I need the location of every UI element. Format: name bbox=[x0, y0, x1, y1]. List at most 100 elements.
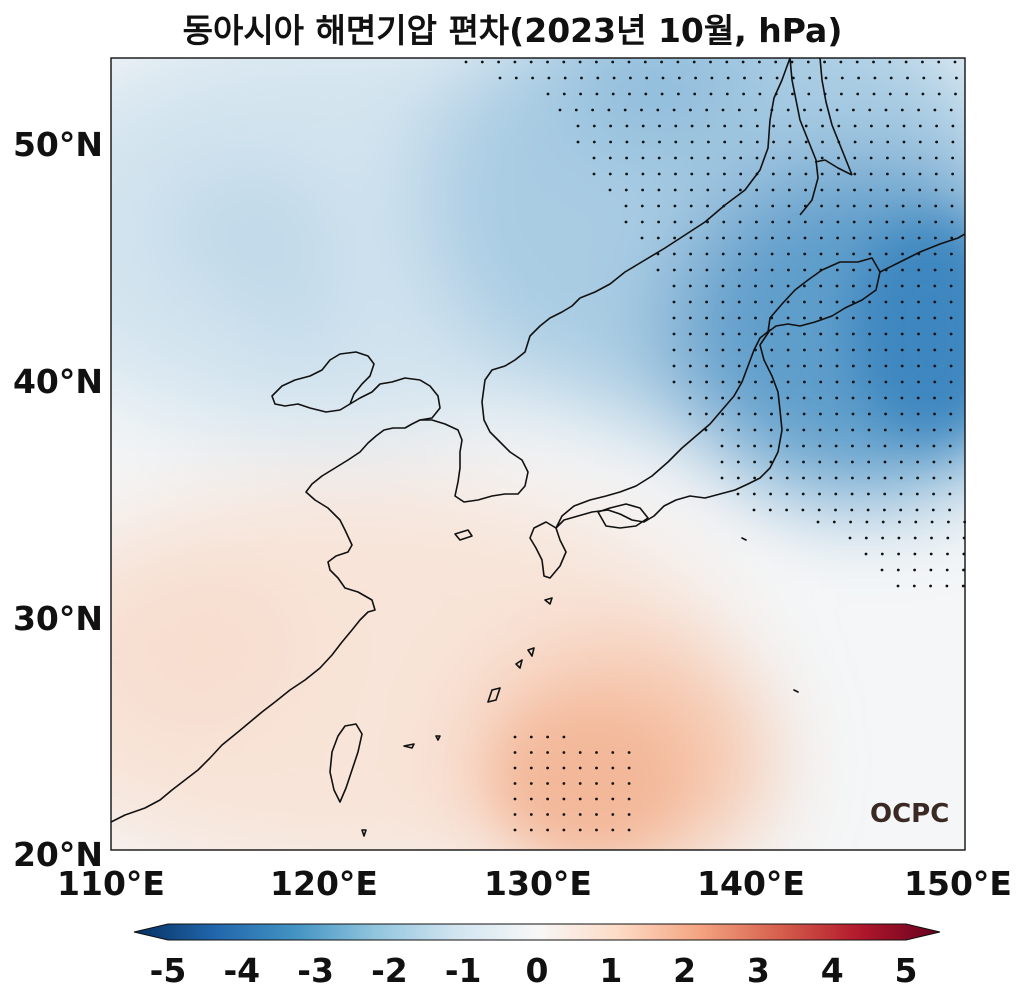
stipple-dot bbox=[819, 380, 823, 384]
x-axis: 110°E 120°E 130°E 140°E 150°E bbox=[57, 864, 1012, 903]
stipple-dot bbox=[803, 236, 807, 240]
stipple-dot bbox=[707, 140, 710, 144]
stipple-dot bbox=[706, 156, 710, 160]
stipple-dot bbox=[932, 428, 936, 432]
stipple-dot bbox=[596, 76, 600, 80]
stipple-dot bbox=[870, 124, 873, 128]
stipple-dot bbox=[755, 188, 759, 192]
stipple-dot bbox=[754, 236, 758, 240]
stipple-dot bbox=[868, 252, 872, 256]
stipple-dot bbox=[852, 108, 855, 112]
stipple-dot bbox=[947, 520, 950, 524]
stipple-dot bbox=[835, 396, 839, 400]
stipple-dot bbox=[904, 60, 908, 64]
stipple-dot bbox=[688, 284, 692, 288]
stipple-dot bbox=[721, 252, 725, 256]
stipple-dot bbox=[754, 316, 757, 320]
stipple-dot bbox=[900, 412, 904, 416]
stipple-dot bbox=[754, 300, 757, 304]
stipple-dot bbox=[595, 751, 598, 754]
stipple-dot bbox=[640, 236, 644, 240]
x-tick-label: 130°E bbox=[484, 864, 592, 903]
stipple-dot bbox=[752, 492, 756, 496]
stipple-dot bbox=[883, 492, 887, 496]
stipple-dot bbox=[627, 751, 631, 754]
stipple-dot bbox=[786, 396, 790, 400]
stipple-dot bbox=[820, 172, 824, 176]
stipple-dot bbox=[578, 828, 582, 832]
stipple-dot bbox=[787, 252, 790, 256]
colorbar-tick-label: 4 bbox=[821, 951, 844, 990]
stipple-dot bbox=[950, 220, 954, 224]
stipple-dot bbox=[562, 60, 566, 64]
stipple-dot bbox=[803, 220, 807, 224]
stipple-dot bbox=[558, 108, 562, 112]
stipple-dot bbox=[820, 204, 823, 208]
stipple-dot bbox=[693, 92, 697, 96]
y-tick-label: 20°N bbox=[13, 835, 103, 874]
stipple-dot bbox=[824, 76, 828, 80]
stipple-dot bbox=[945, 568, 949, 572]
stipple-dot bbox=[677, 76, 681, 80]
stipple-dot bbox=[951, 156, 954, 160]
stipple-dot bbox=[627, 813, 631, 816]
stipple-dot bbox=[692, 60, 696, 64]
stipple-dot bbox=[723, 124, 727, 128]
stipple-dot bbox=[694, 76, 697, 80]
stipple-dot bbox=[611, 782, 615, 785]
stipple-dot bbox=[592, 172, 596, 176]
stipple-dot bbox=[529, 813, 533, 816]
stipple-dot bbox=[933, 332, 937, 336]
stipple-dot bbox=[949, 300, 953, 304]
stipple-dot bbox=[835, 364, 839, 368]
stipple-dot bbox=[739, 156, 743, 160]
stipple-dot bbox=[961, 584, 965, 588]
stipple-dot bbox=[930, 536, 933, 540]
stipple-dot bbox=[900, 300, 904, 304]
stipple-dot bbox=[595, 92, 599, 96]
stipple-dot bbox=[611, 797, 615, 801]
stipple-dot bbox=[658, 124, 661, 128]
stipple-dot bbox=[546, 60, 549, 64]
stipple-dot bbox=[770, 316, 774, 320]
stipple-dot bbox=[899, 444, 903, 448]
stipple-dot bbox=[853, 140, 857, 144]
stipple-dot bbox=[770, 268, 774, 272]
stipple-dot bbox=[935, 140, 938, 144]
stipple-dot bbox=[899, 508, 903, 512]
stipple-dot bbox=[802, 412, 806, 416]
stipple-dot bbox=[725, 92, 729, 96]
stipple-dot bbox=[739, 124, 743, 128]
stipple-dot bbox=[787, 188, 791, 192]
stipple-dot bbox=[867, 396, 871, 400]
stipple-dot bbox=[661, 76, 665, 80]
stipple-dot bbox=[881, 520, 885, 524]
stipple-dot bbox=[905, 92, 908, 96]
stipple-dot bbox=[738, 204, 742, 208]
stipple-dot bbox=[738, 236, 742, 240]
stipple-dot bbox=[688, 316, 692, 320]
stipple-dot bbox=[607, 108, 611, 112]
colorbar-tick-label: 3 bbox=[747, 951, 770, 990]
stipple-dot bbox=[883, 444, 887, 448]
stipple-dot bbox=[608, 188, 612, 192]
stipple-dot bbox=[674, 156, 677, 160]
stipple-dot bbox=[720, 460, 724, 464]
stipple-dot bbox=[821, 124, 824, 128]
stipple-dot bbox=[705, 236, 709, 240]
stipple-dot bbox=[645, 76, 649, 80]
stipple-dot bbox=[705, 284, 708, 288]
stipple-dot bbox=[578, 813, 582, 816]
stipple-dot bbox=[676, 60, 680, 64]
stipple-dot bbox=[690, 172, 694, 176]
stipple-dot bbox=[819, 348, 823, 352]
stipple-dot bbox=[852, 204, 856, 208]
stipple-dot bbox=[562, 766, 566, 770]
stipple-dot bbox=[804, 172, 808, 176]
stipple-dot bbox=[896, 584, 900, 588]
stipple-dot bbox=[900, 316, 904, 320]
stipple-dot bbox=[918, 220, 921, 224]
stipple-dot bbox=[656, 252, 660, 256]
stipple-dot bbox=[788, 156, 791, 160]
stipple-dot bbox=[513, 60, 517, 64]
